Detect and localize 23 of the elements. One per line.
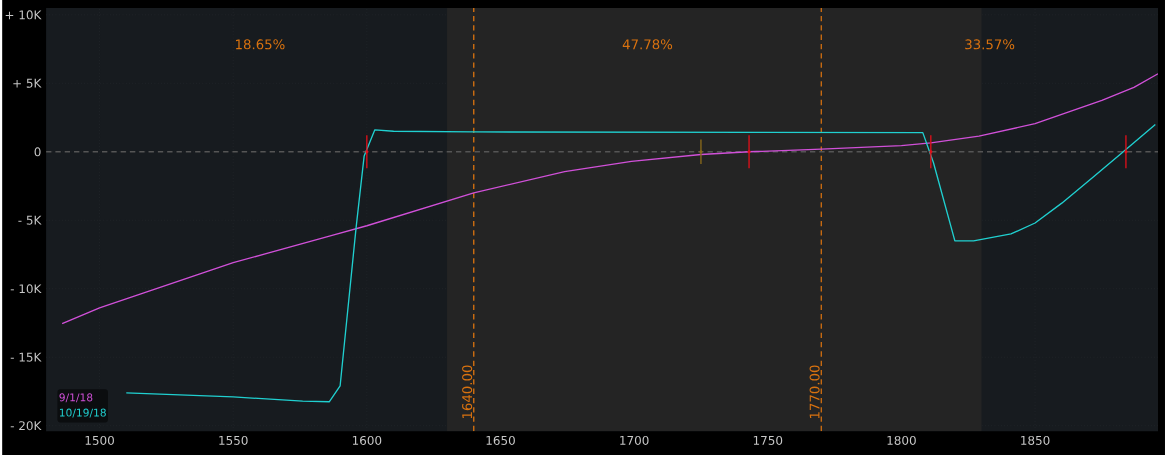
x-tick-label: 1800: [887, 435, 916, 445]
x-tick-label: 1500: [85, 435, 114, 445]
x-tick-label: 1600: [352, 435, 382, 445]
x-tick-label: 1700: [620, 435, 649, 445]
x-tick-label: 1750: [753, 435, 783, 445]
text: 9/1/18: [59, 393, 93, 403]
ref-line-label: 1770.00: [809, 365, 820, 419]
y-tick-label: - 20K: [10, 421, 42, 431]
annotation: 47.78%: [622, 39, 673, 50]
x-tick-label: 1650: [486, 435, 515, 445]
text: 10/19/18: [59, 408, 106, 418]
y-tick-label: + 10K: [5, 10, 42, 20]
annotation: 33.57%: [965, 39, 1015, 50]
annotation: 18.65%: [236, 39, 285, 50]
y-tick-label: - 15K: [10, 352, 42, 362]
ref-line-label: 1640.00: [462, 365, 473, 419]
line-series: [61, 72, 1159, 325]
y-tick-label: - 10K: [10, 284, 42, 294]
y-tick-label: + 5K: [13, 78, 42, 88]
y-tick-label: - 5K: [18, 215, 42, 225]
y-tick-label: 0: [34, 147, 41, 157]
x-tick-label: 1850: [1021, 435, 1050, 445]
x-tick-label: 1550: [219, 435, 248, 445]
